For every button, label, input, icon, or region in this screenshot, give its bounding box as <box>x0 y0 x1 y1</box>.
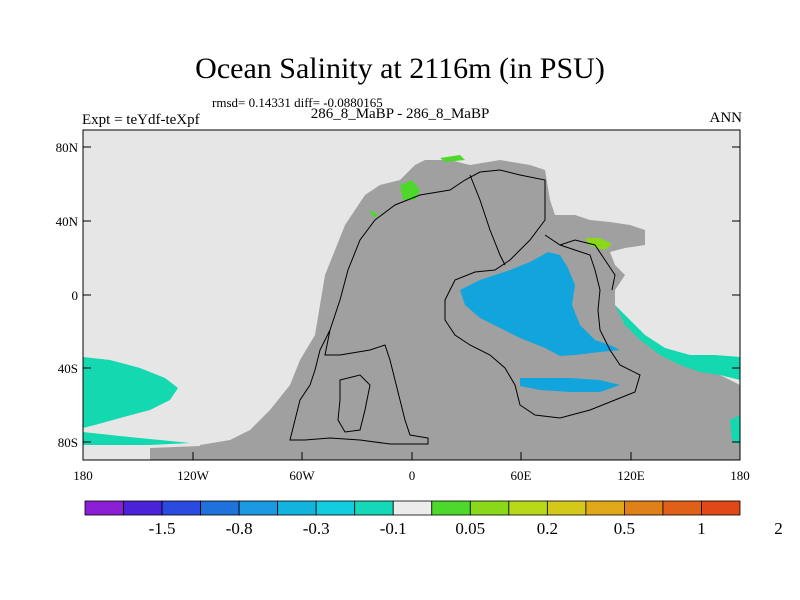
colorbar-swatch <box>508 500 548 516</box>
rmsd-diff-stats: rmsd= 0.14331 diff= -0.0880165 <box>212 95 383 110</box>
colorbar-swatch <box>392 500 433 516</box>
lat-label-80n: 80N <box>56 140 79 155</box>
salinity-anomaly-bottom-strip <box>83 432 190 445</box>
colorbar-label: -0.8 <box>226 519 253 538</box>
colorbar-swatch <box>315 500 356 516</box>
lon-label-60w: 60W <box>289 468 315 483</box>
colorbar-swatch <box>546 500 587 516</box>
colorbar-swatch <box>161 500 201 516</box>
lon-label-180w: 180 <box>73 468 93 483</box>
salinity-anomaly-southwest <box>83 357 178 428</box>
salinity-anomaly-arctic-pos <box>400 180 420 200</box>
colorbar-swatch <box>354 500 394 516</box>
lat-tick-marks <box>83 146 740 443</box>
colorbar <box>84 500 741 516</box>
lat-label-40s: 40S <box>58 361 78 376</box>
salinity-anomaly-northeast-pos <box>585 238 612 250</box>
colorbar-label: -1.5 <box>149 519 176 538</box>
lon-label-120e: 120E <box>617 468 645 483</box>
coastlines <box>289 169 641 445</box>
season-label: ANN <box>709 110 743 126</box>
salinity-anomaly-south <box>520 378 620 392</box>
lon-tick-marks <box>82 452 741 460</box>
colorbar-swatch <box>123 500 163 516</box>
colorbar-swatch <box>624 500 664 516</box>
lat-label-80s: 80S <box>58 435 78 450</box>
map-title: Ocean Salinity at 2116m (in PSU) <box>195 52 605 85</box>
colorbar-swatch <box>84 500 124 516</box>
colorbar-label: 0.05 <box>455 519 485 538</box>
colorbar-swatch <box>701 500 741 516</box>
colorbar-swatch <box>238 500 279 516</box>
lon-label-60e: 60E <box>511 468 532 483</box>
colorbar-label: 0.5 <box>614 519 635 538</box>
salinity-anomaly-tethys <box>460 252 620 356</box>
colorbar-swatch <box>585 500 625 516</box>
salinity-anomaly-east <box>615 305 740 380</box>
land-south-strip <box>150 446 200 460</box>
colorbar-label: -0.3 <box>303 519 330 538</box>
colorbar-label: 1 <box>697 519 706 538</box>
colorbar-label: 2 <box>774 519 783 538</box>
colorbar-swatch <box>277 500 317 516</box>
colorbar-labels: -1.5 -0.8 -0.3 -0.1 0.05 0.2 0.5 1 2 <box>149 519 783 538</box>
salinity-anomaly-north-pos <box>440 155 465 162</box>
lon-label-180e: 180 <box>730 468 750 483</box>
lat-label-0: 0 <box>72 288 79 303</box>
salinity-anomaly-nw-pos <box>368 210 378 218</box>
period-label: 286_8_MaBP - 286_8_MaBP <box>310 106 490 122</box>
lon-label-120w: 120W <box>177 468 210 483</box>
salinity-anomaly-east-edge <box>730 415 740 445</box>
colorbar-label: -0.1 <box>380 519 407 538</box>
colorbar-swatch <box>200 500 240 516</box>
colorbar-label: 0.2 <box>537 519 558 538</box>
colorbar-swatch <box>662 500 702 516</box>
colorbar-swatch <box>469 500 510 516</box>
lon-label-0: 0 <box>409 468 416 483</box>
experiment-label: Expt = teYdf-teXpf <box>82 112 200 128</box>
colorbar-swatch <box>431 500 471 516</box>
lat-label-40n: 40N <box>56 214 79 229</box>
